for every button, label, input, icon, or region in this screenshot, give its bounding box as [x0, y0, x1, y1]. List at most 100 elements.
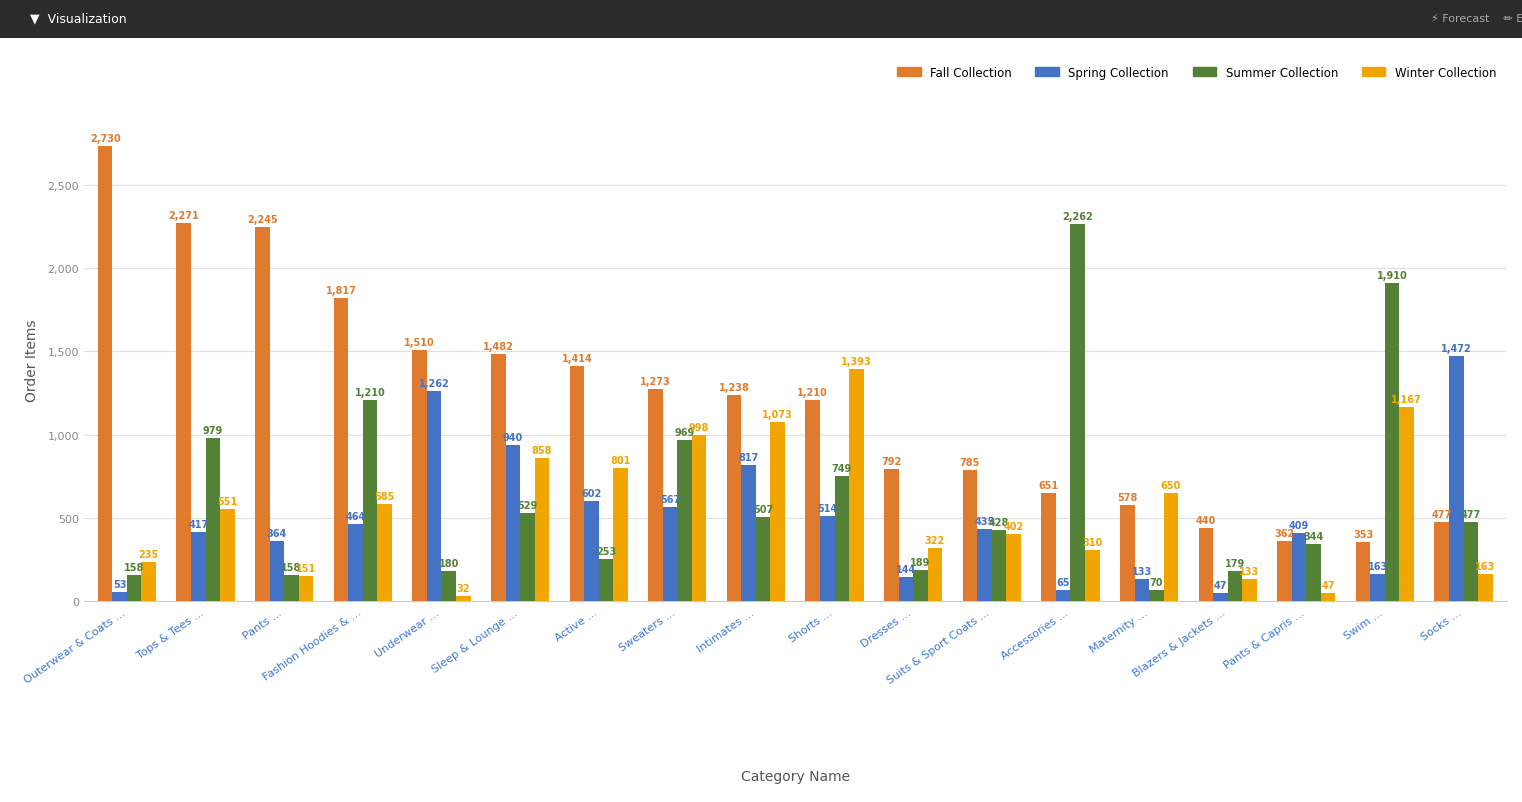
Bar	[1041, 493, 1056, 602]
Text: 158: 158	[123, 562, 145, 572]
Bar	[963, 471, 977, 602]
Text: 65: 65	[1056, 577, 1070, 588]
Bar	[1370, 574, 1385, 602]
Text: 32: 32	[457, 583, 470, 593]
Legend: Fall Collection, Spring Collection, Summer Collection, Winter Collection: Fall Collection, Spring Collection, Summ…	[892, 62, 1501, 84]
Bar	[285, 575, 298, 602]
Text: 817: 817	[738, 452, 759, 463]
Text: 2,730: 2,730	[90, 134, 120, 144]
Bar	[1399, 407, 1414, 602]
Bar	[1478, 574, 1493, 602]
Text: 477: 477	[1432, 509, 1452, 519]
Text: 362: 362	[1274, 529, 1295, 538]
Text: 2,262: 2,262	[1062, 212, 1093, 222]
Bar	[834, 477, 849, 602]
X-axis label: Category Name: Category Name	[741, 768, 849, 783]
Bar	[298, 577, 314, 602]
Bar	[598, 559, 613, 602]
Bar	[333, 299, 349, 602]
Bar	[1242, 579, 1257, 602]
Bar	[820, 516, 834, 602]
Bar	[1164, 493, 1178, 602]
Text: 322: 322	[925, 535, 945, 545]
Bar	[269, 541, 285, 602]
Text: 2,271: 2,271	[169, 210, 199, 221]
Bar	[1321, 593, 1335, 602]
Bar	[362, 400, 377, 602]
Text: 179: 179	[1225, 559, 1245, 569]
Text: 1,472: 1,472	[1441, 343, 1472, 354]
Bar	[928, 548, 942, 602]
Text: 749: 749	[831, 464, 852, 474]
Text: 1,510: 1,510	[405, 337, 435, 347]
Text: 507: 507	[753, 504, 773, 514]
Bar	[97, 147, 113, 602]
Bar	[741, 465, 756, 602]
Bar	[534, 459, 549, 602]
Text: 578: 578	[1117, 492, 1137, 502]
Text: 158: 158	[282, 562, 301, 572]
Text: 310: 310	[1082, 537, 1102, 547]
Bar	[677, 440, 693, 602]
Text: 514: 514	[817, 503, 837, 513]
Text: 585: 585	[374, 491, 394, 501]
Text: 235: 235	[139, 549, 158, 559]
Text: 151: 151	[295, 563, 317, 573]
Bar	[913, 570, 928, 602]
Bar	[256, 228, 269, 602]
Bar	[457, 596, 470, 602]
Text: 163: 163	[1368, 561, 1388, 571]
Bar	[1464, 522, 1478, 602]
Bar	[613, 468, 627, 602]
Text: 1,817: 1,817	[326, 286, 356, 296]
Bar	[521, 513, 534, 602]
Bar	[584, 501, 598, 602]
Bar	[1385, 284, 1399, 602]
Text: 47: 47	[1321, 581, 1335, 591]
Text: 998: 998	[689, 423, 709, 432]
Text: ▼  Visualization: ▼ Visualization	[30, 13, 126, 26]
Text: 2,245: 2,245	[247, 215, 277, 225]
Bar	[1306, 545, 1321, 602]
Text: 801: 801	[610, 456, 630, 465]
Bar	[1120, 505, 1134, 602]
Text: 402: 402	[1003, 521, 1024, 532]
Text: 464: 464	[345, 511, 365, 521]
Text: 1,414: 1,414	[562, 353, 592, 363]
Bar	[805, 400, 820, 602]
Bar	[142, 562, 157, 602]
Text: 409: 409	[1289, 520, 1309, 530]
Bar	[505, 445, 521, 602]
Text: 364: 364	[266, 528, 288, 538]
Text: 1,210: 1,210	[355, 387, 385, 397]
Text: 567: 567	[661, 494, 680, 504]
Bar	[849, 370, 863, 602]
Bar	[1356, 543, 1370, 602]
Bar	[648, 390, 662, 602]
Bar	[1434, 522, 1449, 602]
Bar	[728, 395, 741, 602]
Bar	[1213, 593, 1228, 602]
Text: 1,073: 1,073	[763, 410, 793, 420]
Text: 858: 858	[531, 446, 552, 456]
Text: 417: 417	[189, 519, 209, 529]
Text: 133: 133	[1239, 566, 1260, 577]
Text: 47: 47	[1213, 581, 1227, 591]
Text: 440: 440	[1196, 515, 1216, 525]
Bar	[113, 593, 126, 602]
Bar	[1006, 535, 1021, 602]
Bar	[898, 577, 913, 602]
Bar	[1277, 541, 1292, 602]
Bar	[1199, 529, 1213, 602]
Bar	[221, 510, 234, 602]
Bar	[177, 224, 192, 602]
Y-axis label: Order Items: Order Items	[24, 319, 40, 401]
Text: 163: 163	[1475, 561, 1496, 571]
Text: 529: 529	[517, 500, 537, 510]
Bar	[192, 532, 205, 602]
Text: 253: 253	[595, 546, 616, 557]
Text: 133: 133	[1132, 566, 1152, 577]
Text: 1,273: 1,273	[641, 377, 671, 387]
Bar	[377, 504, 391, 602]
Bar	[1228, 572, 1242, 602]
